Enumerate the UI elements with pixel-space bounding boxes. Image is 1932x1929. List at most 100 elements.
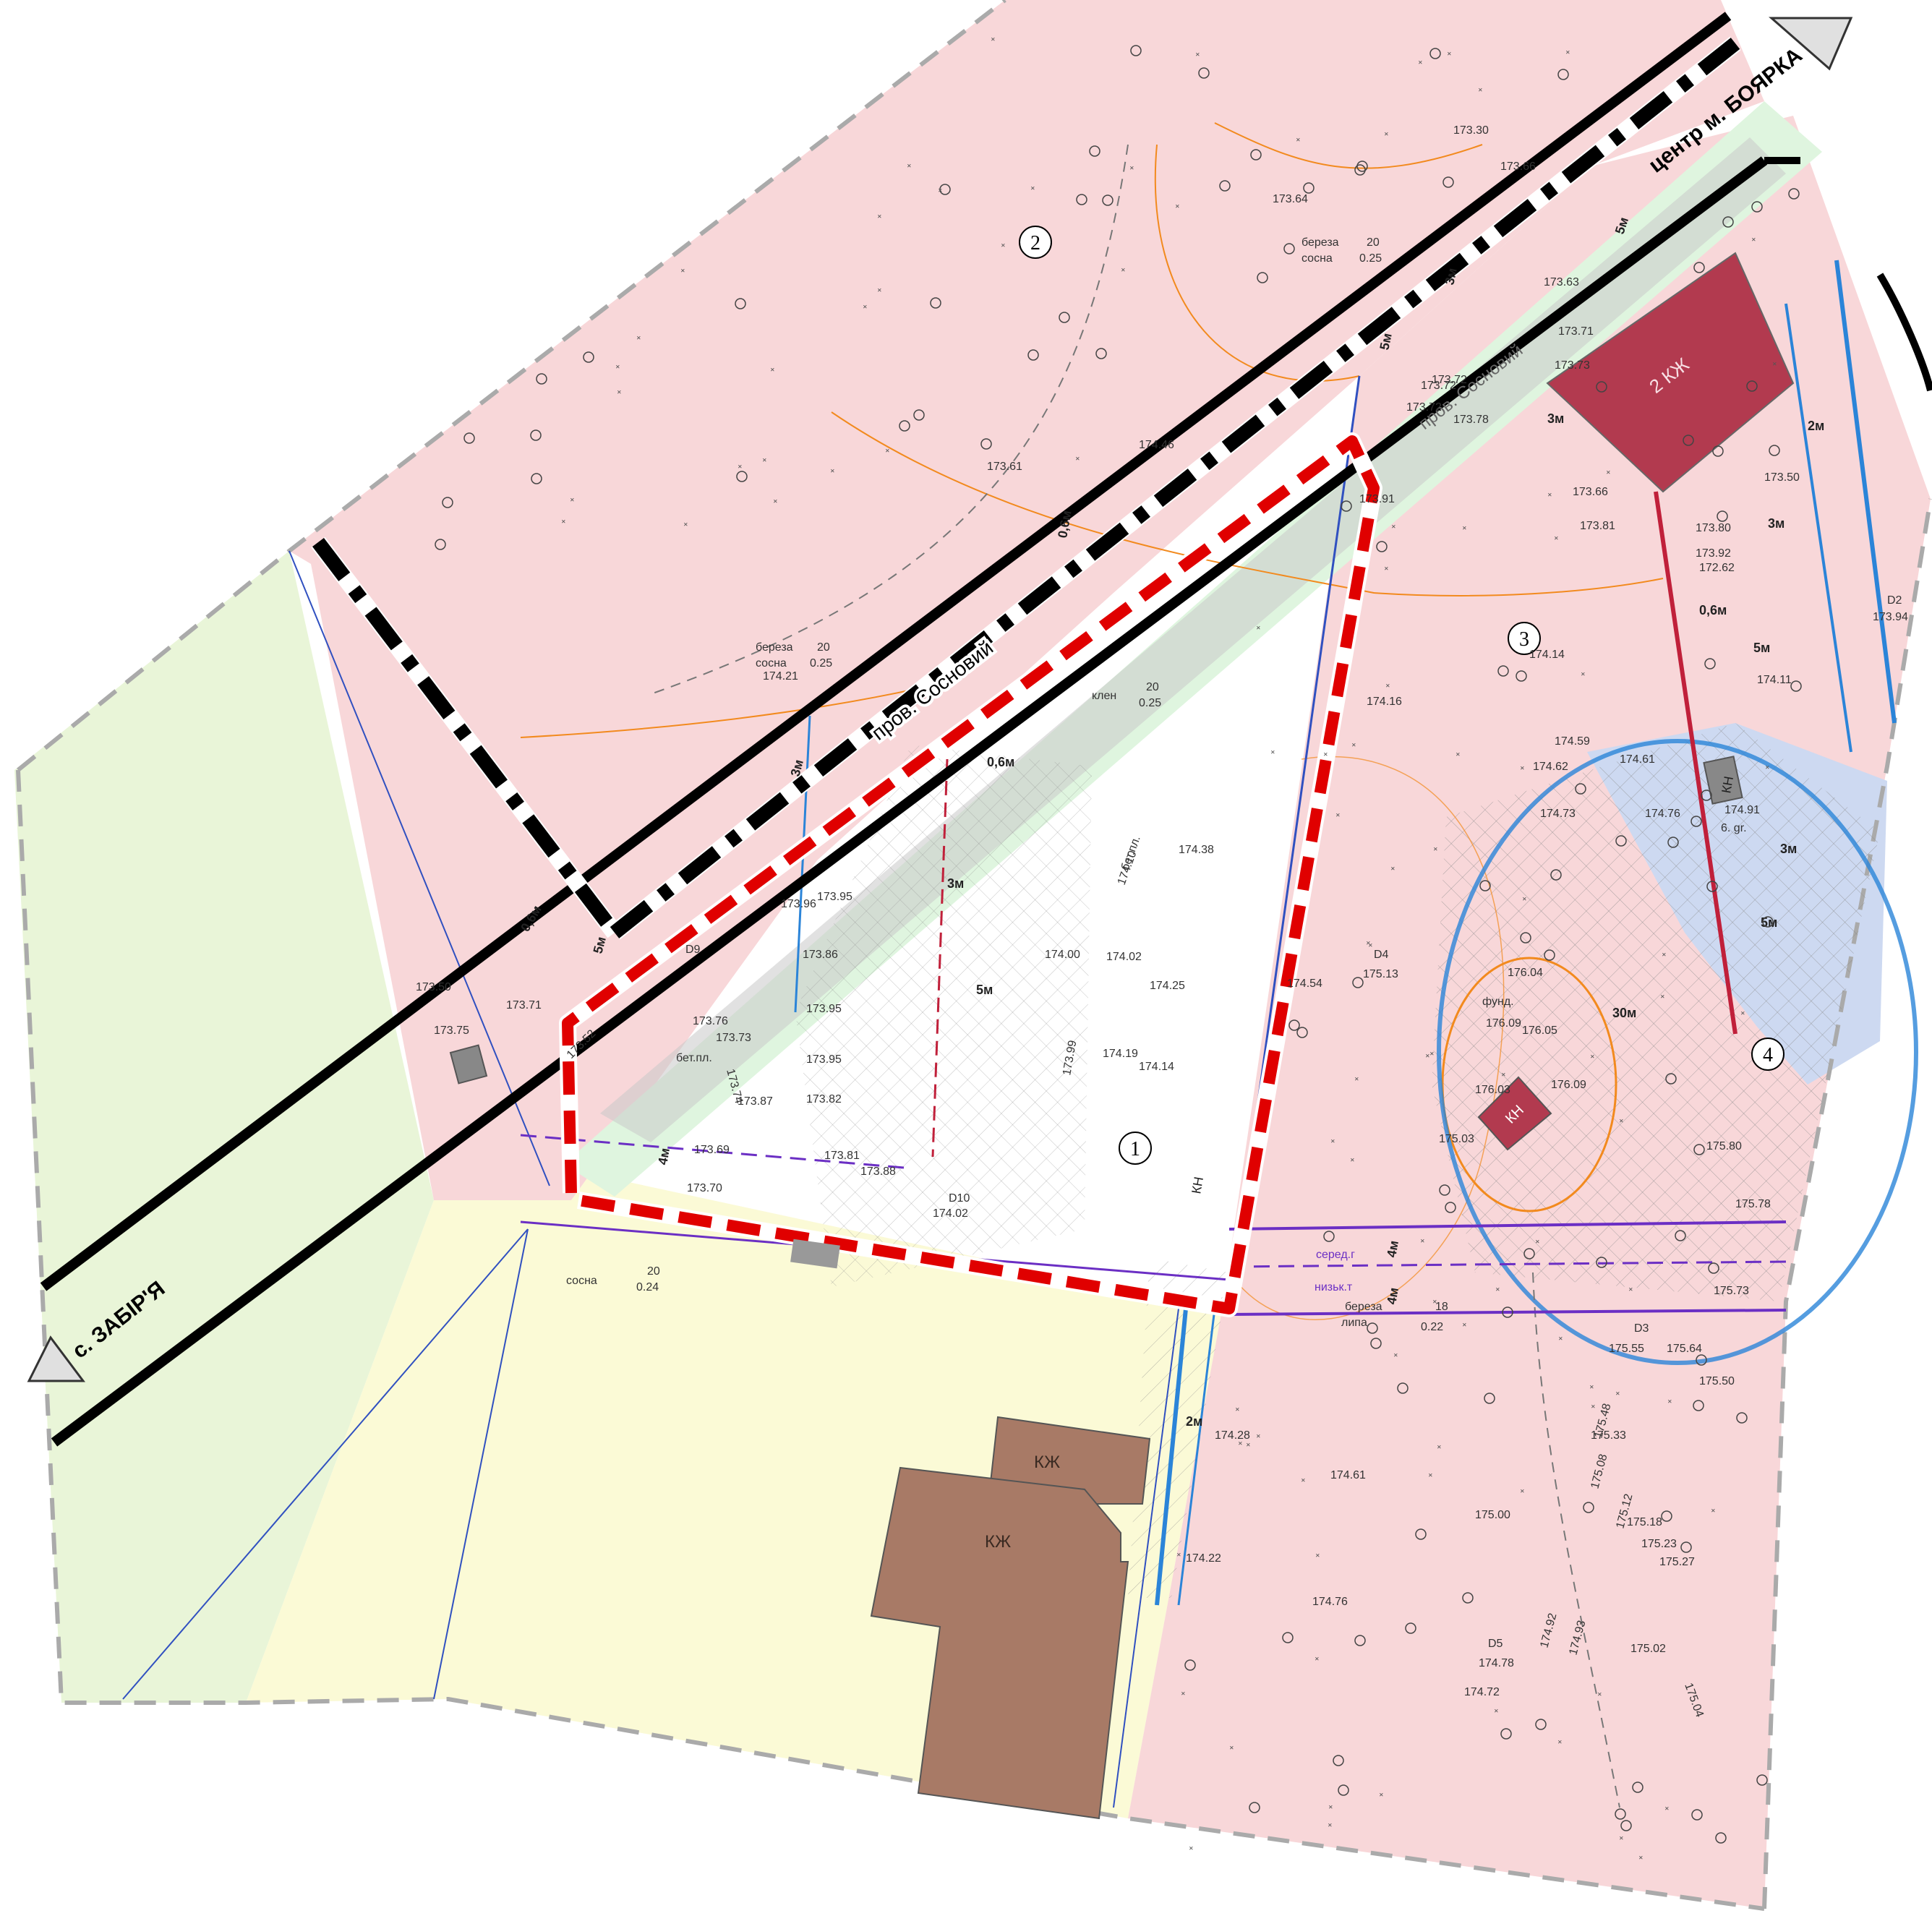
vegetation-circle	[1762, 916, 1774, 928]
vegetation-mark: ˟	[1639, 1854, 1643, 1865]
vegetation-mark: ˟	[1324, 750, 1328, 762]
vegetation-circle	[1751, 201, 1763, 213]
vegetation-circle	[1445, 1202, 1456, 1213]
offset-label: 3м	[1768, 516, 1784, 531]
vegetation-mark: ˟	[1392, 523, 1395, 534]
vegetation-mark: ˟	[1391, 865, 1395, 876]
vegetation-circle	[1484, 1393, 1495, 1404]
tree-note: береза сосна 20 0.25	[1301, 236, 1382, 265]
vegetation-circle	[1462, 1592, 1474, 1604]
vegetation-circle	[1661, 1510, 1672, 1522]
vegetation-mark: ˟	[1559, 1335, 1563, 1346]
vegetation-mark: ˟	[1558, 1738, 1562, 1750]
vegetation-mark: ˟	[1766, 764, 1769, 775]
vegetation-circle	[463, 432, 475, 444]
elevation-label: 175.80	[1706, 1140, 1742, 1152]
vegetation-circle	[1717, 510, 1728, 522]
vegetation-mark: ˟	[1301, 1476, 1305, 1488]
tree-note: клен 20 0.25	[1092, 681, 1161, 709]
vegetation-circle	[980, 438, 992, 450]
elevation-label: 174.22	[1186, 1552, 1221, 1565]
note-concrete: бет.пл.	[676, 1052, 712, 1064]
vegetation-circle	[1257, 272, 1268, 283]
vegetation-circle	[1715, 1832, 1727, 1844]
vegetation-circle	[1095, 348, 1107, 359]
vegetation-circle	[1769, 445, 1780, 456]
elevation-label: 175.33	[1591, 1429, 1626, 1442]
vegetation-mark: ˟	[637, 334, 641, 346]
vegetation-circle	[1550, 869, 1562, 881]
survey-point-label: D2	[1887, 594, 1902, 607]
vegetation-mark: ˟	[1271, 748, 1275, 760]
vegetation-circle	[1415, 1528, 1427, 1540]
tree-note: сосна 20 0.24	[566, 1265, 660, 1293]
vegetation-mark: ˟	[1429, 1471, 1432, 1483]
vegetation-mark: ˟	[1456, 750, 1460, 762]
vegetation-circle	[1356, 161, 1368, 172]
survey-point-label: D5	[1488, 1638, 1503, 1650]
vegetation-circle	[1497, 665, 1509, 677]
vegetation-circle	[1288, 1019, 1300, 1031]
elevation-label: 174.02	[933, 1207, 968, 1220]
note-concrete: бет.пл.	[1119, 834, 1143, 873]
survey-point-label: D4	[1374, 949, 1389, 961]
elevation-label: 173.95	[817, 891, 852, 903]
vegetation-circle	[1706, 881, 1718, 892]
vegetation-mark: ˟	[1434, 845, 1437, 857]
vegetation-circle	[1693, 262, 1705, 273]
elevation-label: 173.61	[987, 461, 1022, 473]
elevation-label: 173.30	[1453, 124, 1489, 137]
vegetation-mark: ˟	[1616, 1390, 1620, 1401]
vegetation-mark: ˟	[1773, 360, 1777, 372]
elevation-label: 172.62	[1699, 562, 1735, 574]
vegetation-mark: ˟	[774, 497, 777, 509]
tree-species: сосна	[566, 1275, 597, 1287]
vegetation-mark: ˟	[1316, 1552, 1320, 1563]
tree-species: липа	[1341, 1317, 1367, 1329]
vegetation-mark: ˟	[1236, 1406, 1239, 1417]
vegetation-circle	[1198, 67, 1210, 79]
vegetation-mark: ˟	[684, 521, 688, 532]
elevation-label: 173.72	[1406, 401, 1442, 414]
vegetation-mark: ˟	[1230, 1744, 1234, 1755]
elevation-label: 176.09	[1486, 1017, 1521, 1030]
water-pipe	[1155, 1308, 1188, 1606]
building-kn-center	[1477, 1076, 1552, 1151]
vegetation-mark: ˟	[1130, 164, 1134, 176]
contour-ring	[1441, 957, 1617, 1212]
vegetation-mark: ˟	[1257, 1432, 1260, 1444]
hatch-strip-south	[1128, 1258, 1229, 1598]
site-boundary-red-dash	[562, 435, 1380, 1314]
elevation-label: 173.50	[416, 981, 451, 993]
vegetation-mark: ˟	[570, 496, 574, 508]
vegetation-mark: ˟	[1121, 266, 1125, 278]
tree-note: береза сосна 20 0.25	[756, 641, 832, 670]
vegetation-circle	[1296, 1027, 1308, 1038]
tree-value: 20	[817, 641, 830, 654]
vegetation-circle	[1500, 1728, 1512, 1740]
vegetation-circle	[1790, 680, 1802, 692]
vegetation-mark: ˟	[1448, 50, 1451, 61]
vegetation-circle	[1596, 1257, 1607, 1268]
vegetation-circle	[1429, 48, 1441, 59]
vegetation-mark: ˟	[1741, 1009, 1745, 1021]
elevation-label: 176.05	[1522, 1025, 1557, 1037]
vegetation-circle	[1788, 188, 1800, 200]
elevation-label: 173.95	[806, 1053, 842, 1066]
vegetation-circle	[530, 429, 542, 441]
vegetation-circle	[442, 497, 453, 508]
vegetation-mark: ˟	[907, 162, 911, 174]
vegetation-circle	[1076, 194, 1087, 205]
vegetation-mark: ˟	[1419, 59, 1422, 70]
vegetation-mark: ˟	[1181, 1690, 1185, 1701]
vegetation-circle	[735, 298, 746, 309]
vegetation-mark: ˟	[1479, 86, 1482, 98]
vegetation-mark: ˟	[1665, 1805, 1669, 1816]
water-pipe	[1834, 260, 1897, 724]
vegetation-mark: ˟	[1336, 811, 1340, 823]
tree-annotations: береза сосна 20 0.25 береза сосна 20 0.2…	[566, 236, 1448, 1333]
vegetation-circle	[1615, 1808, 1626, 1820]
water-pipe	[1784, 303, 1852, 753]
elevation-label: 175.55	[1609, 1343, 1644, 1355]
vegetation-circle	[1665, 1073, 1677, 1085]
